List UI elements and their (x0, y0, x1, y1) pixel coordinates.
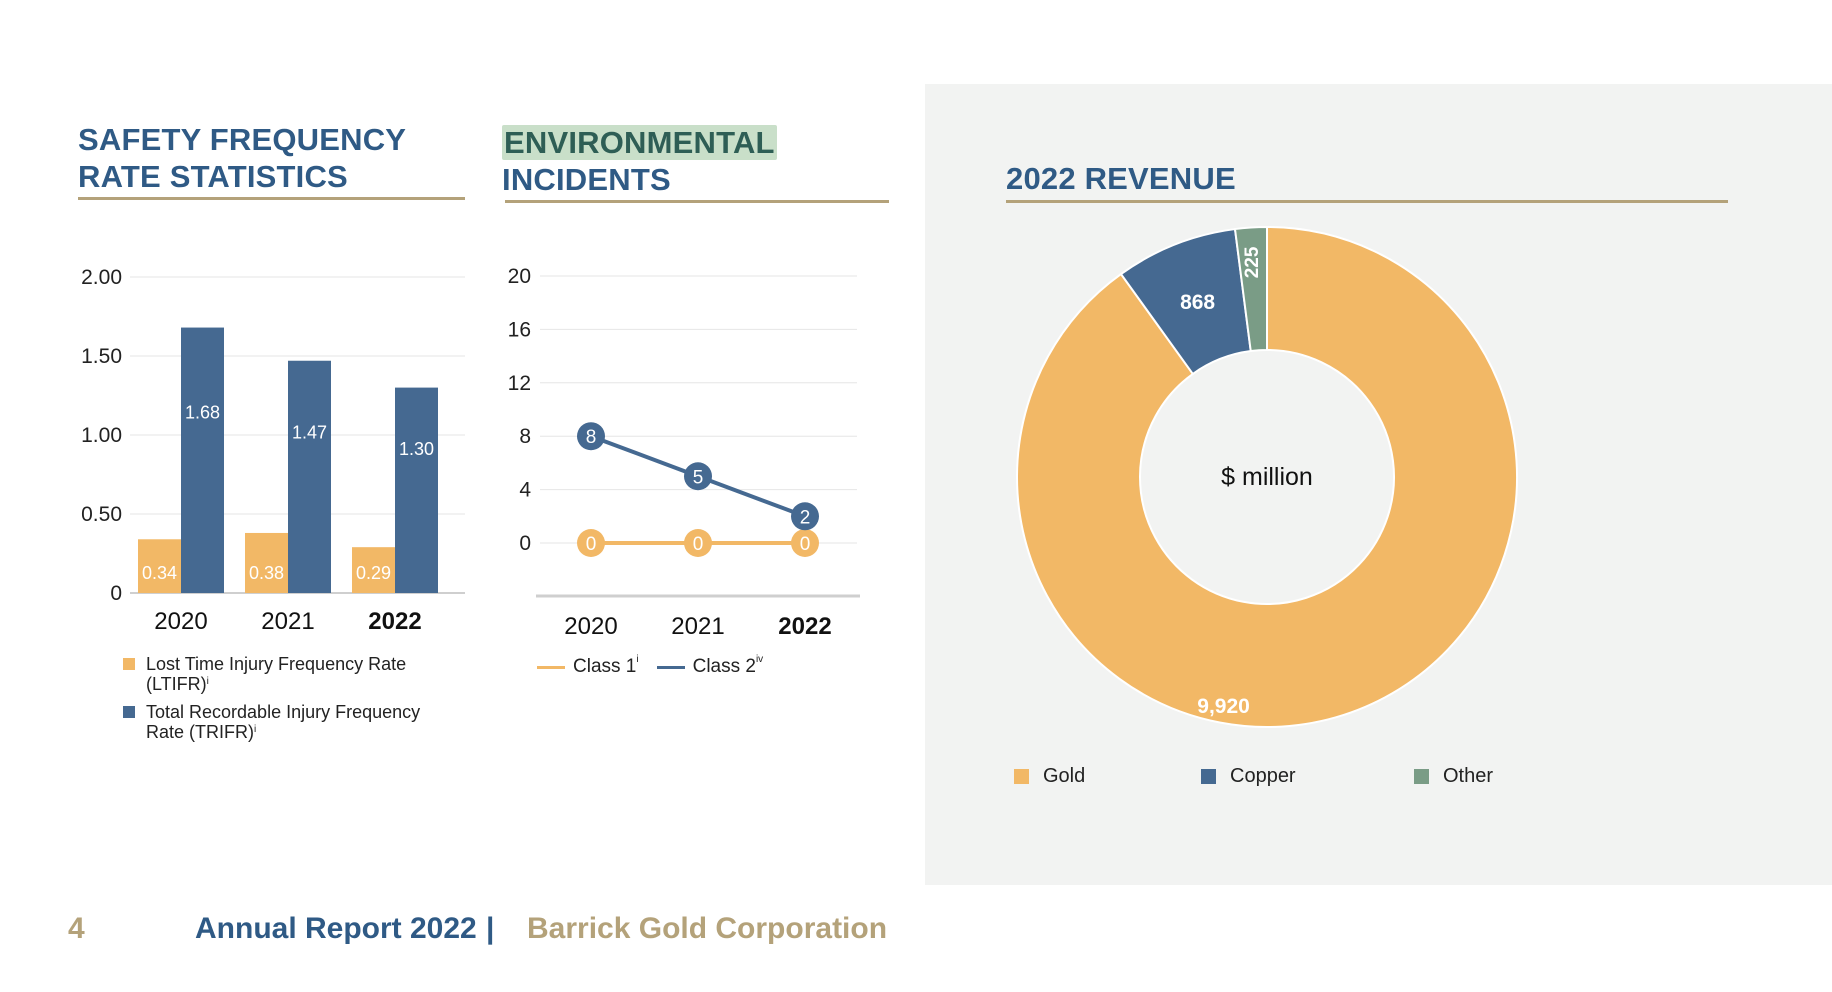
legend-swatch-copper (1201, 769, 1216, 784)
data-label-class2: 8 (586, 427, 597, 448)
legend-label-other: Other (1443, 765, 1494, 787)
legend-item-other: Other (1414, 765, 1493, 788)
safety-legend: Lost Time Injury Frequency Rate (LTIFR)i… (123, 654, 463, 750)
data-label-other: 225 (1242, 246, 1263, 278)
bar-ltifr (352, 547, 395, 593)
pie-slice-other (1233, 225, 1268, 353)
legend-label-class2: Class 2 (692, 656, 756, 677)
revenue-title-rule (1006, 200, 1728, 203)
data-point-class2 (577, 422, 605, 451)
legend-label-copper: Copper (1230, 765, 1296, 787)
x-tick-label: 2021 (261, 608, 314, 635)
data-label-copper: 868 (1180, 291, 1215, 314)
data-label-trifr: 1.68 (185, 403, 220, 423)
revenue-donut-chart: 9,920 868 225 $ million (1016, 225, 1518, 728)
data-label-class1: 0 (693, 534, 704, 555)
y-tick-label: 4 (519, 479, 531, 502)
legend-label-class1: Class 1 (573, 656, 637, 677)
y-tick-label: 16 (508, 318, 531, 341)
legend-line-class2 (656, 665, 685, 669)
x-tick-label: 2022 (778, 613, 831, 640)
legend-sup-trifr: i (254, 724, 257, 735)
legend-sup-class1: i (636, 654, 639, 665)
footer-separator: | (486, 912, 495, 945)
data-point-class2 (684, 462, 712, 491)
x-tick-label: 2020 (564, 613, 617, 640)
legend-swatch-trifr (123, 706, 135, 718)
environmental-title-line1: ENVIRONMENTAL (502, 125, 777, 160)
footer-company: Barrick Gold Corporation (527, 912, 888, 945)
data-label-trifr: 1.30 (399, 439, 434, 459)
y-tick-label: 0.50 (81, 503, 122, 526)
environmental-title-rule (505, 200, 889, 203)
data-label-trifr: 1.47 (292, 423, 327, 443)
y-tick-label: 20 (508, 265, 531, 288)
environmental-line-chart: 0 4 8 12 16 20 0 0 0 8 5 2 2020 2021 2022 (508, 265, 860, 640)
legend-item-gold: Gold (1014, 765, 1085, 788)
legend-swatch-other (1414, 769, 1429, 784)
bar-ltifr (245, 532, 288, 593)
footer-report-title: Annual Report 2022 (195, 912, 477, 945)
legend-sup-class2: iv (755, 654, 764, 665)
legend-sup-ltifr: i (206, 676, 209, 687)
safety-title-line2: RATE STATISTICS (78, 159, 348, 194)
y-tick-label: 12 (508, 372, 531, 395)
x-tick-label: 2020 (154, 608, 207, 635)
bar-trifr (181, 327, 224, 593)
data-point-class1 (577, 529, 605, 557)
bar-trifr (288, 360, 331, 593)
bar-ltifr (138, 539, 181, 593)
data-label-ltifr: 0.38 (249, 563, 284, 583)
y-tick-label: 0 (519, 532, 531, 555)
environmental-legend: Class 1i Class 2iv (537, 654, 764, 678)
x-tick-label: 2022 (368, 608, 421, 635)
safety-title-line1: SAFETY FREQUENCY (78, 122, 407, 157)
legend-item-ltifr: Lost Time Injury Frequency Rate (LTIFR)i (123, 654, 463, 694)
data-label-class1: 0 (586, 534, 597, 555)
data-point-class1 (791, 529, 819, 557)
legend-item-class1: Class 1i (537, 654, 639, 678)
legend-item-class2: Class 2iv (656, 654, 764, 678)
legend-swatch-gold (1014, 769, 1029, 784)
legend-item-trifr: Total Recordable Injury Frequency Rate (… (123, 702, 463, 742)
safety-title-rule (78, 197, 465, 200)
legend-label-gold: Gold (1043, 765, 1086, 787)
x-tick-label: 2021 (671, 613, 724, 640)
y-tick-label: 0 (110, 582, 122, 605)
data-label-class2: 5 (693, 467, 704, 488)
environmental-title: ENVIRONMENTAL INCIDENTS (502, 124, 777, 198)
data-label-class2: 2 (800, 507, 811, 528)
bar-trifr (395, 387, 438, 593)
y-tick-label: 8 (519, 425, 531, 448)
environmental-title-line2: INCIDENTS (502, 162, 671, 197)
legend-label-trifr: Total Recordable Injury Frequency Rate (… (146, 702, 421, 742)
legend-swatch-ltifr (123, 658, 135, 670)
donut-center-label: $ million (1221, 463, 1313, 491)
data-point-class1 (684, 529, 712, 557)
legend-item-copper: Copper (1201, 765, 1296, 788)
legend-label-ltifr: Lost Time Injury Frequency Rate (LTIFR) (146, 654, 407, 694)
legend-line-class1 (537, 665, 565, 669)
y-tick-label: 1.00 (81, 424, 122, 447)
safety-title: SAFETY FREQUENCY RATE STATISTICS (78, 121, 406, 195)
y-tick-label: 1.50 (81, 345, 122, 368)
data-label-class1: 0 (800, 534, 811, 555)
safety-bar-chart: 0 0.50 1.00 1.50 2.00 0.34 1.68 2020 0.38 1.47 202… (81, 266, 465, 635)
y-tick-label: 2.00 (81, 266, 122, 289)
data-label-gold: 9,920 (1197, 695, 1250, 718)
page-number: 4 (68, 912, 85, 945)
pie-slice-gold (1016, 225, 1518, 728)
revenue-title: 2022 REVENUE (1006, 161, 1236, 196)
data-label-ltifr: 0.34 (142, 563, 177, 583)
data-label-ltifr: 0.29 (356, 563, 391, 583)
data-point-class2 (791, 502, 819, 531)
